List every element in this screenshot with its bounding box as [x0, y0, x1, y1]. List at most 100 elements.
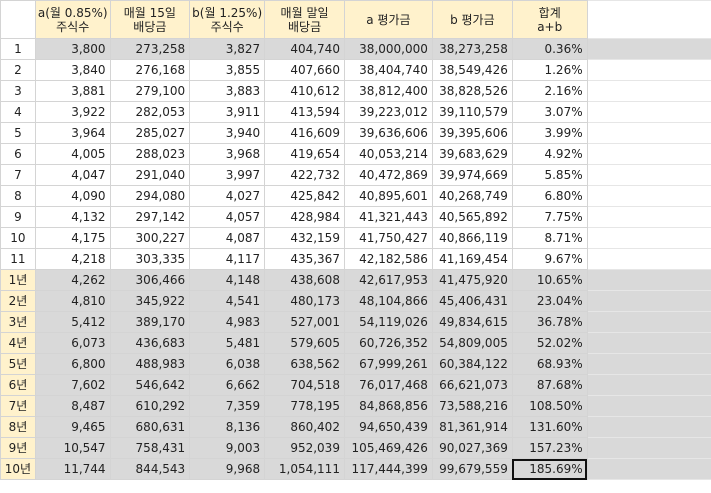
- row-label-cell[interactable]: 7년: [0, 395, 36, 417]
- table-cell[interactable]: 428,984: [264, 206, 345, 228]
- table-cell[interactable]: 4,810: [34, 290, 111, 312]
- table-cell[interactable]: 42,182,586: [343, 248, 433, 270]
- table-cell[interactable]: 11,744: [34, 458, 111, 480]
- table-cell[interactable]: 94,650,439: [343, 416, 433, 438]
- table-cell[interactable]: 39,223,012: [343, 101, 433, 123]
- table-cell[interactable]: 45,406,431: [431, 290, 513, 312]
- table-cell[interactable]: 41,169,454: [431, 248, 513, 270]
- table-cell[interactable]: 60,384,122: [431, 353, 513, 375]
- table-cell[interactable]: 527,001: [264, 311, 345, 333]
- table-cell[interactable]: 4,057: [189, 206, 266, 228]
- table-cell[interactable]: 4,047: [34, 164, 111, 186]
- table-cell[interactable]: 3.99%: [511, 122, 588, 144]
- table-cell[interactable]: 3,968: [189, 143, 266, 165]
- empty-cell[interactable]: [586, 353, 711, 375]
- row-label-cell[interactable]: 5: [0, 122, 36, 144]
- empty-cell[interactable]: [586, 437, 711, 459]
- table-cell[interactable]: 6,800: [34, 353, 111, 375]
- table-cell[interactable]: 3,883: [189, 80, 266, 102]
- column-header[interactable]: 매월 15일 배당금: [109, 0, 191, 39]
- table-cell[interactable]: 39,110,579: [431, 101, 513, 123]
- table-cell[interactable]: 435,367: [264, 248, 345, 270]
- table-cell[interactable]: 3,855: [189, 59, 266, 81]
- table-cell[interactable]: 3,911: [189, 101, 266, 123]
- column-header[interactable]: b(월 1.25%) 주식수: [189, 0, 266, 39]
- table-cell[interactable]: 610,292: [109, 395, 191, 417]
- row-label-cell[interactable]: 10: [0, 227, 36, 249]
- row-label-cell[interactable]: 11: [0, 248, 36, 270]
- table-cell[interactable]: 9,465: [34, 416, 111, 438]
- table-cell[interactable]: 410,612: [264, 80, 345, 102]
- corner-cell[interactable]: [0, 0, 36, 39]
- empty-cell[interactable]: [586, 248, 711, 270]
- table-cell[interactable]: 5.85%: [511, 164, 588, 186]
- table-cell[interactable]: 4,983: [189, 311, 266, 333]
- table-cell[interactable]: 432,159: [264, 227, 345, 249]
- row-label-cell[interactable]: 5년: [0, 353, 36, 375]
- row-label-cell[interactable]: 2년: [0, 290, 36, 312]
- table-cell[interactable]: 4,087: [189, 227, 266, 249]
- column-header[interactable]: 매월 말일 배당금: [264, 0, 345, 39]
- table-cell[interactable]: 9,003: [189, 437, 266, 459]
- empty-cell[interactable]: [586, 332, 711, 354]
- table-cell[interactable]: 39,683,629: [431, 143, 513, 165]
- table-cell[interactable]: 41,321,443: [343, 206, 433, 228]
- empty-cell[interactable]: [586, 416, 711, 438]
- table-cell[interactable]: 41,750,427: [343, 227, 433, 249]
- table-cell[interactable]: 276,168: [109, 59, 191, 81]
- table-cell[interactable]: 10,547: [34, 437, 111, 459]
- row-label-cell[interactable]: 1년: [0, 269, 36, 291]
- table-cell[interactable]: 38,549,426: [431, 59, 513, 81]
- row-label-cell[interactable]: 4: [0, 101, 36, 123]
- table-cell[interactable]: 952,039: [264, 437, 345, 459]
- table-cell[interactable]: 40,866,119: [431, 227, 513, 249]
- table-cell[interactable]: 2.16%: [511, 80, 588, 102]
- table-cell[interactable]: 66,621,073: [431, 374, 513, 396]
- table-cell[interactable]: 4.92%: [511, 143, 588, 165]
- row-label-cell[interactable]: 10년: [0, 458, 36, 480]
- table-cell[interactable]: 157.23%: [511, 437, 588, 459]
- table-cell[interactable]: 68.93%: [511, 353, 588, 375]
- table-cell[interactable]: 40,053,214: [343, 143, 433, 165]
- table-cell[interactable]: 1,054,111: [264, 458, 345, 480]
- empty-cell[interactable]: [586, 395, 711, 417]
- table-cell[interactable]: 39,974,669: [431, 164, 513, 186]
- column-header[interactable]: 합계 a+b: [511, 0, 588, 39]
- table-cell[interactable]: 9.67%: [511, 248, 588, 270]
- table-cell[interactable]: 778,195: [264, 395, 345, 417]
- table-cell[interactable]: 4,090: [34, 185, 111, 207]
- table-cell[interactable]: 704,518: [264, 374, 345, 396]
- table-cell[interactable]: 294,080: [109, 185, 191, 207]
- table-cell[interactable]: 87.68%: [511, 374, 588, 396]
- table-cell[interactable]: 39,395,606: [431, 122, 513, 144]
- row-label-cell[interactable]: 9: [0, 206, 36, 228]
- table-cell[interactable]: 36.78%: [511, 311, 588, 333]
- table-cell[interactable]: 49,834,615: [431, 311, 513, 333]
- table-cell[interactable]: 844,543: [109, 458, 191, 480]
- table-cell[interactable]: 39,636,606: [343, 122, 433, 144]
- table-cell[interactable]: 6,073: [34, 332, 111, 354]
- empty-cell[interactable]: [586, 269, 711, 291]
- table-cell[interactable]: 4,132: [34, 206, 111, 228]
- table-cell[interactable]: 117,444,399: [343, 458, 433, 480]
- table-cell[interactable]: 40,565,892: [431, 206, 513, 228]
- empty-cell[interactable]: [586, 185, 711, 207]
- row-label-cell[interactable]: 2: [0, 59, 36, 81]
- empty-cell[interactable]: [586, 38, 711, 60]
- table-cell[interactable]: 10.65%: [511, 269, 588, 291]
- table-cell[interactable]: 413,594: [264, 101, 345, 123]
- table-cell[interactable]: 6,038: [189, 353, 266, 375]
- empty-cell[interactable]: [586, 164, 711, 186]
- table-cell[interactable]: 680,631: [109, 416, 191, 438]
- table-cell[interactable]: 7.75%: [511, 206, 588, 228]
- empty-cell[interactable]: [586, 143, 711, 165]
- column-header[interactable]: b 평가금: [431, 0, 513, 39]
- table-cell[interactable]: 185.69%: [511, 458, 588, 480]
- table-cell[interactable]: 3,800: [34, 38, 111, 60]
- table-cell[interactable]: 300,227: [109, 227, 191, 249]
- row-label-cell[interactable]: 8년: [0, 416, 36, 438]
- table-cell[interactable]: 84,868,856: [343, 395, 433, 417]
- table-cell[interactable]: 1.26%: [511, 59, 588, 81]
- table-cell[interactable]: 3,940: [189, 122, 266, 144]
- table-cell[interactable]: 90,027,369: [431, 437, 513, 459]
